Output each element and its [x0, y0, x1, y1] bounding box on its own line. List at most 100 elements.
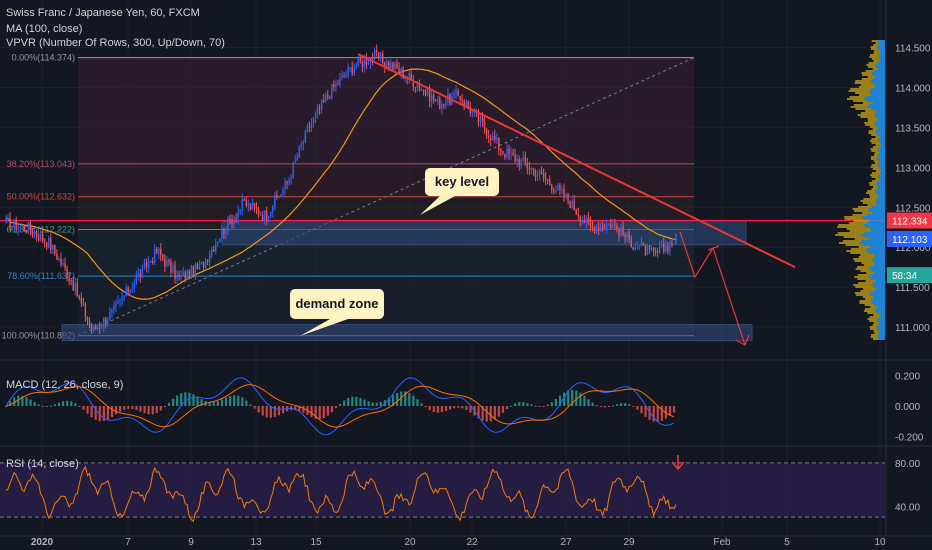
price-axis-tick: 112.000: [895, 243, 931, 254]
macd-histogram-bar: [444, 406, 448, 411]
vp-row-up: [872, 72, 885, 74]
projection-arrowhead-2: [735, 334, 750, 346]
macd-histogram-bar: [391, 395, 395, 406]
candle-body: [204, 259, 207, 268]
price-axis-tick: 112.500: [895, 203, 931, 214]
candle-body: [524, 157, 527, 164]
candle-body: [66, 268, 68, 279]
macd-histogram-bar: [176, 395, 179, 406]
vp-row-down: [863, 310, 876, 312]
vp-row-down: [853, 220, 869, 222]
vp-row-up: [877, 158, 885, 160]
vpvr-legend[interactable]: VPVR (Number Of Rows, 300, Up/Down, 70): [6, 37, 225, 49]
vp-row-up: [877, 334, 885, 336]
candle-body: [149, 261, 152, 263]
vp-row-up: [875, 310, 885, 312]
rsi-band: [0, 462, 885, 518]
vp-row-down: [853, 100, 868, 102]
candle-body: [131, 288, 133, 290]
rsi-legend[interactable]: RSI (14, close): [6, 458, 79, 470]
candle-body: [426, 87, 429, 95]
vp-row-down: [849, 230, 872, 232]
vp-row-down: [873, 186, 879, 188]
candle-body: [555, 190, 557, 192]
candle-body: [536, 174, 539, 177]
macd-histogram-bar: [171, 398, 175, 406]
vp-row-up: [872, 82, 885, 84]
macd-histogram-bar: [522, 402, 525, 406]
vp-row-up: [879, 154, 885, 156]
macd-histogram-bar: [554, 398, 558, 406]
macd-histogram-bar: [49, 405, 53, 407]
candle-body: [298, 146, 300, 158]
vp-row-up: [878, 174, 885, 176]
candle-body: [164, 259, 166, 267]
candle-body: [510, 152, 512, 154]
candle-body: [206, 259, 209, 262]
macd-axis-tick: -0.200: [895, 432, 924, 443]
candle-body: [74, 283, 76, 291]
candle-body: [614, 224, 616, 226]
candle-body: [107, 320, 109, 325]
candle-body: [310, 123, 313, 128]
time-axis-tick: 15: [310, 537, 322, 548]
macd-histogram-bar: [29, 399, 32, 406]
vp-row-up: [876, 110, 885, 112]
candle-body: [135, 276, 138, 284]
candle-body: [94, 326, 97, 330]
macd-histogram-bar: [216, 401, 219, 406]
candle-body: [652, 247, 655, 251]
vp-row-down: [872, 128, 879, 130]
vp-row-down: [870, 166, 879, 168]
vp-row-up: [872, 212, 885, 214]
vp-row-up: [880, 58, 885, 60]
vp-row-up: [867, 214, 885, 216]
vp-row-down: [867, 118, 878, 120]
macd-legend[interactable]: MACD (12, 26, close, 9): [6, 379, 124, 391]
candle-body: [304, 130, 307, 143]
drawings[interactable]: [357, 53, 796, 346]
candle-body: [272, 207, 274, 212]
macd-histogram-bar: [70, 401, 73, 406]
macd-histogram-bar: [74, 403, 77, 406]
callouts[interactable]: key level demand zone: [290, 168, 499, 336]
macd-histogram-bar: [123, 406, 126, 410]
macd-histogram-bar: [530, 404, 533, 406]
vp-row-up: [859, 242, 885, 244]
vp-row-down: [873, 52, 880, 54]
vp-row-down: [861, 78, 874, 80]
candle-body: [502, 151, 504, 155]
vp-row-up: [875, 116, 885, 118]
rsi-line: [5, 465, 677, 523]
ma-legend[interactable]: MA (100, close): [6, 23, 83, 35]
vp-row-down: [870, 158, 878, 160]
vp-row-down: [857, 278, 872, 280]
vp-row-up: [877, 48, 885, 50]
ma-line: [6, 68, 677, 300]
macd-histogram-bar: [481, 406, 484, 421]
candle-body: [80, 297, 83, 304]
candle-body: [219, 238, 221, 243]
price-axis-tick: 113.000: [895, 163, 931, 174]
demand-zone-callout-box: [290, 289, 384, 319]
time-axis-tick: 20: [404, 537, 416, 548]
macd-histogram-bar: [110, 406, 114, 418]
candle-body: [477, 111, 480, 122]
macd-histogram-bar: [534, 405, 537, 407]
vp-row-down: [855, 92, 871, 94]
vp-row-down: [855, 80, 872, 82]
candle-body: [327, 95, 329, 97]
macd-histogram-bar: [428, 406, 431, 411]
vp-row-up: [867, 100, 885, 102]
axes: 114.500 114.000 113.500 113.000 112.500 112.0…: [31, 44, 931, 548]
macd-histogram-bar: [457, 406, 460, 408]
candle-body: [196, 263, 199, 270]
macd-histogram-bar: [318, 406, 321, 419]
macd-histogram-bar: [33, 402, 36, 406]
macd-histogram-bar: [102, 406, 105, 421]
candle-body: [363, 58, 366, 67]
vp-row-down: [862, 74, 873, 76]
macd-histogram-bar: [497, 406, 501, 417]
vp-row-down: [873, 44, 879, 46]
